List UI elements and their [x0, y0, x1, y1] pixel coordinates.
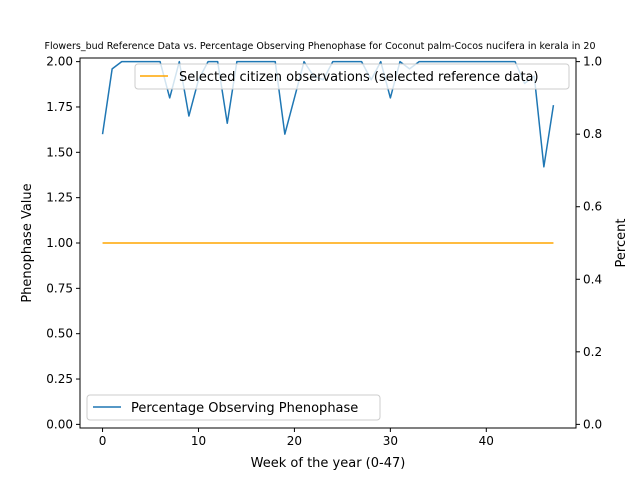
legend-upper: Selected citizen observations (selected … [134, 63, 570, 90]
legend-lower-frame [86, 394, 381, 421]
y-left-tick-label: 0.75 [46, 281, 73, 295]
plot-frame [79, 57, 577, 429]
chart-title: Flowers_bud Reference Data vs. Percentag… [44, 41, 595, 52]
x-tick-label: 20 [287, 434, 302, 448]
y-axis-label-right: Percent [614, 219, 629, 268]
x-tick-label: 30 [383, 434, 398, 448]
y-right-tick-label: 1.0 [583, 55, 602, 69]
y-axis-label-left: Phenophase Value [20, 183, 35, 302]
y-left-tick-label: 1.75 [46, 100, 73, 114]
y-left-tick-label: 0.00 [46, 417, 73, 431]
legend-upper-label: Selected citizen observations (selected … [179, 70, 539, 85]
y-right-tick-label: 0.4 [583, 272, 602, 286]
y-right-tick-label: 0.8 [583, 127, 602, 141]
y-left-tick-label: 0.50 [46, 327, 73, 341]
y-left-tick-label: 1.25 [46, 191, 73, 205]
legend-upper-frame [134, 63, 570, 90]
y-left-tick-label: 1.00 [46, 236, 73, 250]
y-right-tick-label: 0.2 [583, 345, 602, 359]
y-left-tick-label: 1.50 [46, 145, 73, 159]
x-tick-label: 0 [99, 434, 107, 448]
y-right-tick-label: 0.6 [583, 200, 602, 214]
x-axis-label: Week of the year (0-47) [251, 456, 406, 471]
y-left-tick-label: 2.00 [46, 55, 73, 69]
x-tick-label: 10 [191, 434, 206, 448]
y-left-tick-label: 0.25 [46, 372, 73, 386]
legend-lower-label: Percentage Observing Phenophase [131, 401, 358, 416]
legend-lower: Percentage Observing Phenophase [86, 394, 381, 421]
axes: 0 10 20 30 40 0.00 0.25 0.50 0.75 1.00 1.25 1.50 1.7… [46, 55, 602, 448]
x-tick-label: 40 [479, 434, 494, 448]
y-right-tick-label: 0.0 [583, 417, 602, 431]
